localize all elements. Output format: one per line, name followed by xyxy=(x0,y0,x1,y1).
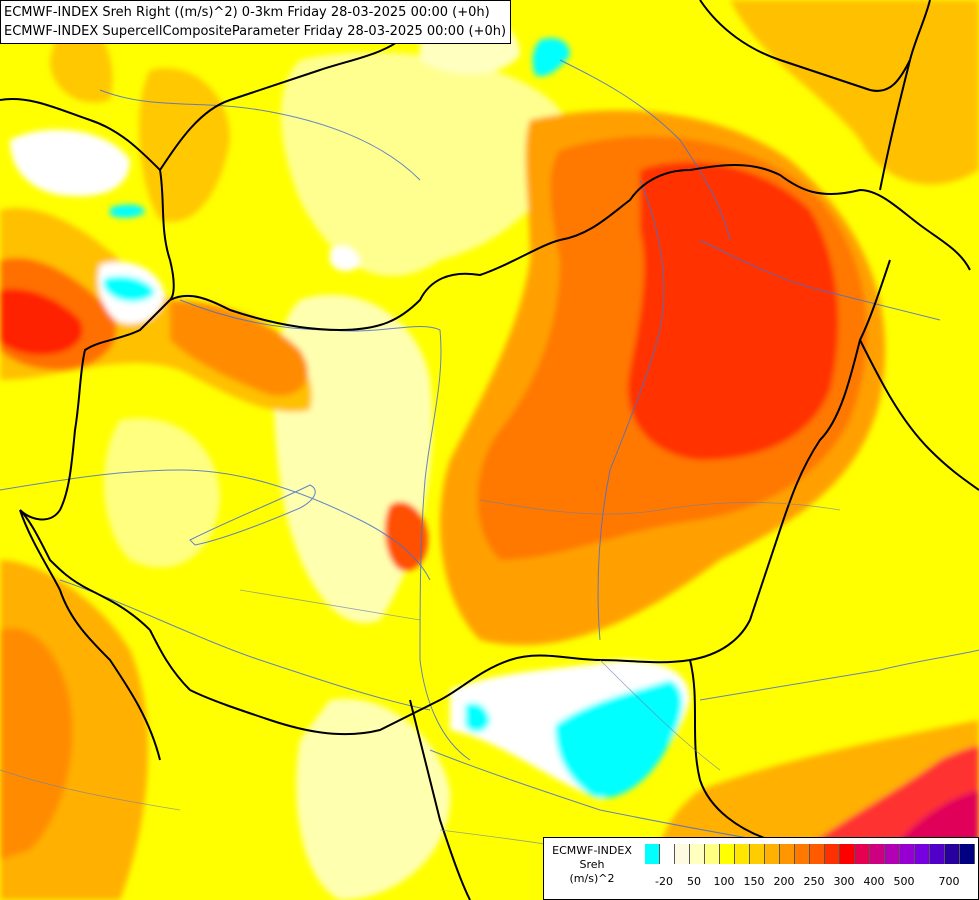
red-orange-area-band xyxy=(170,300,309,396)
legend-swatch xyxy=(855,844,870,864)
legend-swatch xyxy=(705,844,720,864)
legend-swatch xyxy=(900,844,915,864)
legend-title: ECMWF-INDEX xyxy=(552,844,632,857)
legend-tick-label: 250 xyxy=(803,875,825,888)
legend-swatch xyxy=(930,844,945,864)
river-southeast xyxy=(699,649,979,701)
legend-swatch xyxy=(765,844,780,864)
cyan-area-northwest xyxy=(103,275,155,302)
border-hungary-south xyxy=(149,629,601,736)
border-hungary-west xyxy=(19,509,151,631)
legend-swatch xyxy=(645,844,660,864)
lake-balaton xyxy=(189,484,316,546)
border-austria-hungary xyxy=(19,299,171,521)
border-slovenia-croatia xyxy=(19,509,161,761)
legend-swatch xyxy=(690,844,705,864)
border-serbia-romania xyxy=(689,659,771,841)
legend-swatch xyxy=(795,844,810,864)
rivers xyxy=(0,59,979,841)
color-legend: ECMWF-INDEX Sreh (m/s)^2 -20 50 100 150 200 2… xyxy=(543,837,979,900)
legend-tick-label: 100 xyxy=(713,875,735,888)
white-spot-pale xyxy=(330,245,360,272)
legend-swatch xyxy=(825,844,840,864)
legend-swatch xyxy=(885,844,900,864)
legend-tick-labels: -20 50 100 150 200 250 300 400 500 700 xyxy=(645,875,975,889)
cyan-area-small-south xyxy=(465,702,490,733)
legend-swatch xyxy=(735,844,750,864)
legend-tick-label: 700 xyxy=(938,875,960,888)
legend-swatch xyxy=(750,844,765,864)
orange-area-northeast xyxy=(730,0,979,185)
river-north xyxy=(99,89,421,181)
red-orange-blob-center xyxy=(384,501,429,571)
legend-swatch xyxy=(945,844,960,864)
legend-tick-label: 500 xyxy=(893,875,915,888)
legend-swatch xyxy=(840,844,855,864)
pale-area-west xyxy=(103,418,220,568)
title-line-2: ECMWF-INDEX SupercellCompositeParameter … xyxy=(4,24,507,39)
border-east-ukraine xyxy=(879,59,911,191)
legend-tick-label: -20 xyxy=(655,875,673,888)
legend-tick-label: 400 xyxy=(863,875,885,888)
pale-area-north xyxy=(281,52,564,277)
river-tisza xyxy=(597,179,665,641)
legend-variable: Sreh xyxy=(579,858,605,871)
legend-color-bar xyxy=(645,844,975,864)
red-core-main xyxy=(628,162,839,460)
legend-swatch xyxy=(780,844,795,864)
legend-unit: (m/s)^2 xyxy=(569,872,615,885)
legend-labels: ECMWF-INDEX Sreh (m/s)^2 xyxy=(544,844,640,886)
red-orange-area-southwest xyxy=(0,628,73,860)
legend-swatch xyxy=(960,844,975,864)
legend-swatch xyxy=(720,844,735,864)
legend-swatch xyxy=(915,844,930,864)
cyan-area-north xyxy=(110,204,145,218)
map-title-box: ECMWF-INDEX Sreh Right ((m/s)^2) 0-3km F… xyxy=(0,0,512,44)
legend-swatch xyxy=(660,844,675,864)
title-line-1: ECMWF-INDEX Sreh Right ((m/s)^2) 0-3km F… xyxy=(4,5,490,20)
border-romania xyxy=(859,339,979,491)
river-south xyxy=(429,749,761,841)
legend-tick-label: 300 xyxy=(833,875,855,888)
cyan-area-top xyxy=(532,38,570,77)
white-area-north xyxy=(10,129,130,197)
legend-swatch xyxy=(870,844,885,864)
river-drava xyxy=(59,579,431,711)
pale-area-south xyxy=(296,698,451,900)
river-west xyxy=(0,469,431,581)
river-danube xyxy=(179,299,471,761)
river-north-east xyxy=(559,59,731,241)
legend-tick-label: 50 xyxy=(687,875,701,888)
legend-tick-label: 200 xyxy=(773,875,795,888)
border-croatia-serbia xyxy=(409,699,471,900)
border-hungary-north xyxy=(169,164,971,331)
legend-tick-label: 150 xyxy=(743,875,765,888)
river-east xyxy=(699,239,941,321)
legend-swatch xyxy=(675,844,690,864)
border-northeast-top xyxy=(699,0,931,92)
legend-swatch xyxy=(810,844,825,864)
red-core-west xyxy=(0,289,83,355)
